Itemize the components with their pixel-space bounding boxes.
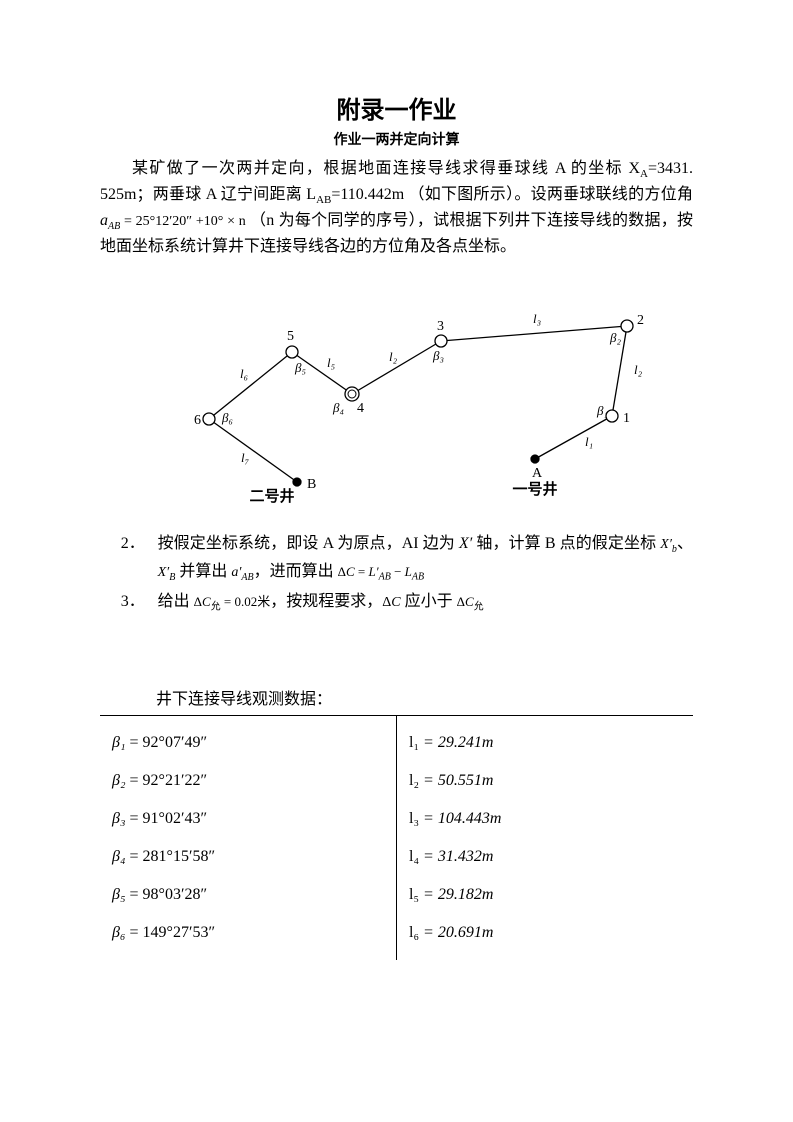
table-row: β₆ = 149°27′53″ bbox=[112, 914, 384, 952]
q2-dc-formula: ΔC = L′AB − LAB bbox=[338, 564, 424, 579]
table-row: l₃ = 104.443m bbox=[409, 800, 681, 838]
q2-xB: X′B bbox=[158, 565, 176, 580]
q2-text: 轴，计算 B 点的假定坐标 bbox=[472, 535, 660, 552]
table-row: l₂ = 50.551m bbox=[409, 762, 681, 800]
svg-text:一号井: 一号井 bbox=[512, 480, 557, 498]
table-row: l₄ = 31.432m bbox=[409, 838, 681, 876]
q3-text: ，按规程要求， bbox=[270, 593, 382, 610]
svg-text:3: 3 bbox=[437, 319, 444, 334]
svg-text:l₇: l₇ bbox=[241, 450, 250, 465]
q3-body: 给出 ΔC允 = 0.02米，按规程要求，ΔC 应小于 ΔC允 bbox=[158, 588, 693, 616]
q2-text: ，进而算出 bbox=[254, 563, 338, 580]
sub-xa: A bbox=[640, 168, 648, 180]
para-text: =110.442m （如下图所示）。设两垂球联线的方位角 bbox=[331, 186, 693, 203]
q3-number: 3． bbox=[119, 588, 157, 616]
table-row: l₆ = 20.691m bbox=[409, 914, 681, 952]
svg-text:B: B bbox=[307, 477, 316, 492]
diagram-svg: l₁ l₂ l₃ l₂ l₅ l₆ l₇ A 1 2 3 4 5 6 Bβ₁ β₂ β₃ β₄ β₅ β₆ 一号井 二号井 bbox=[137, 274, 657, 514]
table-row: β₂ = 92°21′22″ bbox=[112, 762, 384, 800]
svg-text:β₆: β₆ bbox=[221, 410, 233, 425]
svg-text:2: 2 bbox=[637, 313, 644, 328]
table-row: β₄ = 281°15′58″ bbox=[112, 838, 384, 876]
q3-dc: ΔC bbox=[382, 595, 400, 610]
formula-eq: = 25°12′20″ +10° × n bbox=[120, 214, 246, 229]
page-title: 附录一作业 bbox=[100, 90, 693, 125]
question-list: 2． 按假定坐标系统，即设 A 为原点，AI 边为 X′ 轴，计算 B 点的假定… bbox=[100, 530, 693, 615]
svg-text:5: 5 bbox=[287, 329, 294, 344]
formula-a: a bbox=[100, 212, 108, 229]
q2-sep: 、 bbox=[677, 535, 693, 552]
svg-text:l₆: l₆ bbox=[240, 366, 248, 381]
table-row: β₃ = 91°02′43″ bbox=[112, 800, 384, 838]
table-left-column: β₁ = 92°07′49″β₂ = 92°21′22″β₃ = 91°02′4… bbox=[100, 716, 397, 960]
q2-text: 按假定坐标系统，即设 A 为原点，AI 边为 bbox=[158, 535, 459, 552]
q2-body: 按假定坐标系统，即设 A 为原点，AI 边为 X′ 轴，计算 B 点的假定坐标 … bbox=[158, 530, 693, 586]
q2-xb: X′b bbox=[660, 537, 677, 552]
q3-dcallow2: ΔC允 bbox=[457, 594, 484, 609]
svg-text:β₂: β₂ bbox=[609, 330, 621, 345]
question-2: 2． 按假定坐标系统，即设 A 为原点，AI 边为 X′ 轴，计算 B 点的假定… bbox=[119, 530, 693, 586]
svg-text:l₃: l₃ bbox=[533, 311, 541, 326]
table-title: 井下连接导线观测数据： bbox=[100, 685, 693, 709]
data-table: β₁ = 92°07′49″β₂ = 92°21′22″β₃ = 91°02′4… bbox=[100, 715, 693, 960]
table-row: β₅ = 98°03′28″ bbox=[112, 876, 384, 914]
question-3: 3． 给出 ΔC允 = 0.02米，按规程要求，ΔC 应小于 ΔC允 bbox=[119, 588, 693, 616]
svg-text:l₁: l₁ bbox=[585, 434, 593, 449]
problem-paragraph: 某矿做了一次两并定向，根据地面连接导线求得垂球线 A 的坐标 XA=3431. … bbox=[100, 157, 693, 260]
table-row: β₁ = 92°07′49″ bbox=[112, 724, 384, 762]
table-row: l₅ = 29.182m bbox=[409, 876, 681, 914]
q3-text: 应小于 bbox=[401, 593, 457, 610]
svg-text:l₅: l₅ bbox=[327, 355, 335, 370]
para-text: 某矿做了一次两并定向，根据地面连接导线求得垂球线 A 的坐标 X bbox=[132, 160, 640, 177]
svg-text:β₄: β₄ bbox=[332, 400, 344, 415]
q2-aab: a′AB bbox=[231, 565, 253, 580]
page-subtitle: 作业一两并定向计算 bbox=[100, 129, 693, 149]
q3-dcallow: ΔC允 = 0.02米 bbox=[194, 594, 271, 609]
q3-text: 给出 bbox=[158, 593, 194, 610]
svg-text:β₃: β₃ bbox=[432, 348, 444, 363]
svg-text:二号井: 二号井 bbox=[249, 487, 294, 505]
q2-number: 2． bbox=[119, 530, 157, 586]
svg-text:l₂: l₂ bbox=[634, 362, 643, 377]
svg-text:1: 1 bbox=[623, 411, 630, 426]
sub-lab: AB bbox=[316, 194, 331, 206]
svg-text:4: 4 bbox=[357, 401, 364, 416]
q2-text: 并算出 bbox=[175, 563, 231, 580]
table-row: l₁ = 29.241m bbox=[409, 724, 681, 762]
table-right-column: l₁ = 29.241ml₂ = 50.551ml₃ = 104.443ml₄ … bbox=[397, 716, 693, 960]
svg-text:6: 6 bbox=[194, 413, 201, 428]
q2-xprime: X′ bbox=[459, 535, 472, 552]
svg-text:A: A bbox=[532, 466, 543, 481]
traverse-diagram: l₁ l₂ l₃ l₂ l₅ l₆ l₇ A 1 2 3 4 5 6 Bβ₁ β₂ β₃ β₄ β₅ β₆ 一号井 二号井 bbox=[100, 274, 693, 514]
svg-text:β₅: β₅ bbox=[294, 360, 306, 375]
formula-sub: AB bbox=[108, 222, 120, 233]
svg-text:l₂: l₂ bbox=[389, 349, 398, 364]
svg-text:β₁: β₁ bbox=[596, 403, 608, 418]
